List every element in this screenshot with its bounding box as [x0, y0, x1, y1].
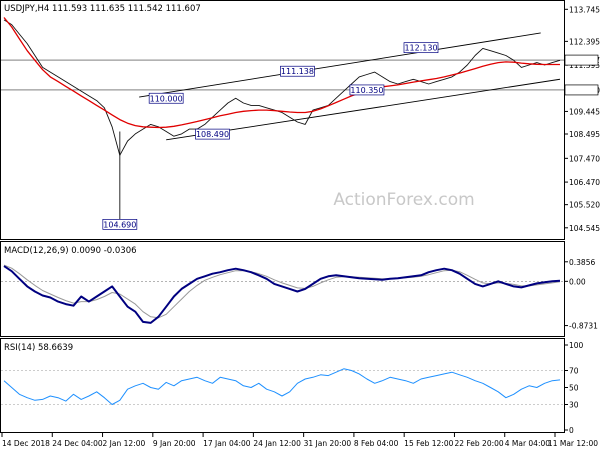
- x-tick-label: 8 Feb 04:00: [354, 439, 399, 448]
- channel-lower-line: [166, 78, 561, 141]
- channel-upper-line: [139, 32, 541, 98]
- macd-layer: 0.3856 0.00 -0.8731: [1, 258, 598, 331]
- support-level-tag: [564, 84, 599, 96]
- price-axis-tick-label: 111.395: [569, 61, 600, 70]
- price-axis-tick-label: 113.745: [569, 5, 600, 14]
- annotation-label: 104.690: [103, 220, 136, 229]
- annotation-box: [148, 92, 184, 104]
- price-axis-tick-label: 105.520: [569, 201, 600, 210]
- x-tick-label: 11 Mar 12:00: [548, 439, 598, 448]
- annotation-box: [102, 219, 138, 230]
- price-axis-tick-label: 112.395: [569, 37, 600, 46]
- x-tick-label: 22 Feb 20:00: [454, 439, 503, 448]
- x-tick-label: 15 Feb 12:00: [404, 439, 453, 448]
- x-tick-label: 24 Dec 04:00: [52, 439, 103, 448]
- x-tick-label: 14 Dec 2018: [2, 439, 50, 448]
- annotation-label: 111.138: [281, 67, 314, 76]
- rsi-layer: 100 70 50 30 0: [1, 341, 584, 435]
- price-header: USDJPY,H4 111.593 111.635 111.542 111.60…: [4, 4, 201, 14]
- annotation-label: 108.490: [196, 130, 229, 139]
- price-axis-tick-label: 108.495: [569, 130, 600, 139]
- x-tick-label: 2 Jan 12:00: [103, 439, 146, 448]
- moving-average-line: [3, 17, 560, 129]
- macd-axis-tick-label: 0.3856: [569, 258, 595, 267]
- x-tick-label: 31 Jan 20:00: [304, 439, 352, 448]
- x-tick-label: 17 Jan 04:00: [203, 439, 251, 448]
- rsi-axis-tick-label: 100: [569, 341, 584, 350]
- annotation-box: [349, 84, 385, 96]
- rsi-axis-tick-label: 0: [569, 426, 574, 435]
- rsi-label: RSI(14) 58.6639: [4, 343, 73, 353]
- price-axis-tick-label: 109.445: [569, 107, 600, 116]
- annotation-label: 110.000: [150, 94, 183, 103]
- macd-panel-frame: [0, 241, 565, 337]
- x-tick-label: 9 Jan 20:00: [153, 439, 196, 448]
- current-price-tag: [564, 54, 599, 66]
- macd-axis-tick-label: 0.00: [569, 277, 586, 286]
- x-tick-label: 4 Mar 04:00: [505, 439, 551, 448]
- rsi-axis-tick-label: 50: [569, 384, 579, 393]
- rsi-line: [3, 368, 561, 405]
- annotation-label: 112.130: [404, 44, 437, 53]
- watermark: ActionForex.com: [333, 190, 474, 210]
- price-axis-tick-label: 106.470: [569, 178, 600, 187]
- price-layer: 104.690 110.000 108.490 111.138 110.350 112.1…: [1, 5, 600, 233]
- macd-axis-tick-label: -0.8731: [569, 322, 598, 331]
- price-series-line: [3, 19, 561, 156]
- macd-label: MACD(12,26,9) 0.0090 -0.0306: [4, 246, 137, 256]
- annotation-box: [403, 42, 439, 54]
- price-panel-frame: [0, 0, 565, 240]
- annotation-box: [195, 128, 230, 140]
- annotation-label: 110.350: [350, 86, 383, 95]
- annotation-box: [280, 65, 315, 77]
- macd-signal-line: [3, 264, 561, 319]
- rsi-panel-frame: [0, 338, 565, 433]
- rsi-axis-tick-label: 30: [569, 401, 579, 410]
- price-axis-tick-label: 104.545: [569, 224, 600, 233]
- rsi-axis-tick-label: 70: [569, 367, 579, 376]
- price-axis-tick-label: 107.470: [569, 154, 600, 163]
- x-tick-label: 24 Jan 12:00: [253, 439, 301, 448]
- macd-line: [3, 265, 561, 324]
- x-axis: 14 Dec 2018 24 Dec 04:00 2 Jan 12:00 9 Jan …: [1, 433, 598, 448]
